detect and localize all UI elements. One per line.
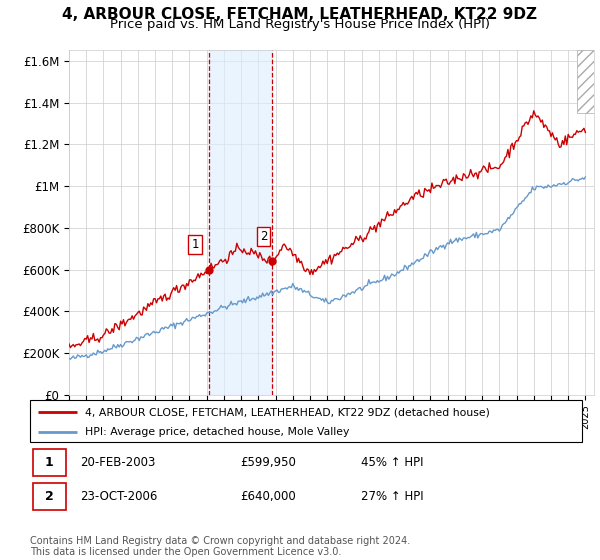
Text: 1: 1	[191, 238, 199, 251]
Text: 45% ↑ HPI: 45% ↑ HPI	[361, 456, 424, 469]
Text: HPI: Average price, detached house, Mole Valley: HPI: Average price, detached house, Mole…	[85, 427, 350, 437]
Text: 27% ↑ HPI: 27% ↑ HPI	[361, 490, 424, 503]
Text: £599,950: £599,950	[240, 456, 296, 469]
Text: 2: 2	[260, 230, 268, 242]
Text: Price paid vs. HM Land Registry's House Price Index (HPI): Price paid vs. HM Land Registry's House …	[110, 18, 490, 31]
Polygon shape	[577, 50, 594, 113]
FancyBboxPatch shape	[33, 449, 66, 475]
Text: 23-OCT-2006: 23-OCT-2006	[80, 490, 157, 503]
Bar	[209, 50, 272, 395]
Text: 4, ARBOUR CLOSE, FETCHAM, LEATHERHEAD, KT22 9DZ (detached house): 4, ARBOUR CLOSE, FETCHAM, LEATHERHEAD, K…	[85, 407, 490, 417]
Text: 4, ARBOUR CLOSE, FETCHAM, LEATHERHEAD, KT22 9DZ: 4, ARBOUR CLOSE, FETCHAM, LEATHERHEAD, K…	[62, 7, 538, 22]
Text: 1: 1	[45, 456, 53, 469]
Text: Contains HM Land Registry data © Crown copyright and database right 2024.
This d: Contains HM Land Registry data © Crown c…	[30, 535, 410, 557]
Text: 2: 2	[45, 490, 53, 503]
FancyBboxPatch shape	[30, 400, 582, 442]
Text: £640,000: £640,000	[240, 490, 296, 503]
Text: 20-FEB-2003: 20-FEB-2003	[80, 456, 155, 469]
FancyBboxPatch shape	[33, 483, 66, 510]
